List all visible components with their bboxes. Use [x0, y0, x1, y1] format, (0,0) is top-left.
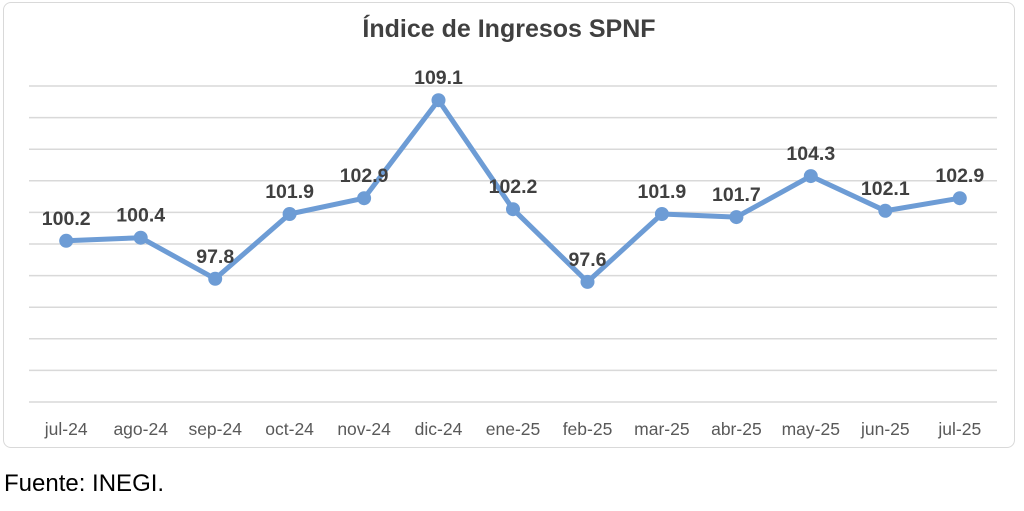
- x-axis-label: dic-24: [415, 419, 463, 439]
- data-label: 104.3: [786, 143, 835, 165]
- chart-title: Índice de Ingresos SPNF: [362, 15, 656, 43]
- data-label: 101.9: [265, 181, 314, 203]
- data-label: 101.7: [712, 184, 761, 206]
- x-axis-label: jun-25: [860, 419, 910, 439]
- data-point-marker: [878, 203, 893, 218]
- x-axis-label: jul-25: [937, 419, 981, 439]
- data-point-marker: [803, 169, 818, 184]
- data-point-marker: [506, 202, 520, 217]
- data-label: 102.9: [340, 165, 389, 187]
- data-point-marker: [952, 191, 967, 206]
- data-label: 109.1: [414, 67, 463, 89]
- data-point-marker: [59, 233, 74, 248]
- x-axis-label: oct-24: [265, 419, 314, 439]
- data-point-marker: [431, 93, 446, 108]
- source-note: Fuente: INEGI.: [4, 470, 165, 497]
- data-label: 97.8: [196, 246, 234, 268]
- data-label: 100.4: [116, 205, 165, 227]
- data-point-marker: [357, 191, 372, 206]
- x-axis-label: ene-25: [486, 419, 541, 439]
- x-axis-label: sep-24: [188, 419, 242, 439]
- x-axis-label: feb-25: [563, 419, 613, 439]
- data-label: 102.1: [861, 178, 910, 200]
- data-label: 102.9: [935, 165, 984, 187]
- data-point-marker: [580, 274, 595, 289]
- chart-frame: 100.2 jul-24 100.4 ago-24 97.8 sep-24 101.9 oct…: [3, 2, 1015, 448]
- x-axis-label: may-25: [782, 419, 840, 439]
- x-axis-label: jul-24: [44, 419, 88, 439]
- data-point-marker: [208, 271, 223, 286]
- data-point-marker: [282, 207, 297, 221]
- x-axis-label: abr-25: [711, 419, 762, 439]
- x-axis-label: mar-25: [634, 419, 689, 439]
- data-label: 97.6: [569, 249, 607, 271]
- data-label: 101.9: [637, 181, 686, 203]
- data-label: 100.2: [42, 208, 91, 230]
- data-point-marker: [729, 210, 744, 225]
- line-chart: 100.2 jul-24 100.4 ago-24 97.8 sep-24 101.9 oct…: [29, 67, 997, 439]
- x-axis-label: ago-24: [113, 419, 168, 439]
- data-point-marker: [133, 230, 148, 245]
- x-axis-label: nov-24: [337, 419, 391, 439]
- data-label: 102.2: [489, 176, 538, 198]
- data-point-marker: [654, 207, 669, 221]
